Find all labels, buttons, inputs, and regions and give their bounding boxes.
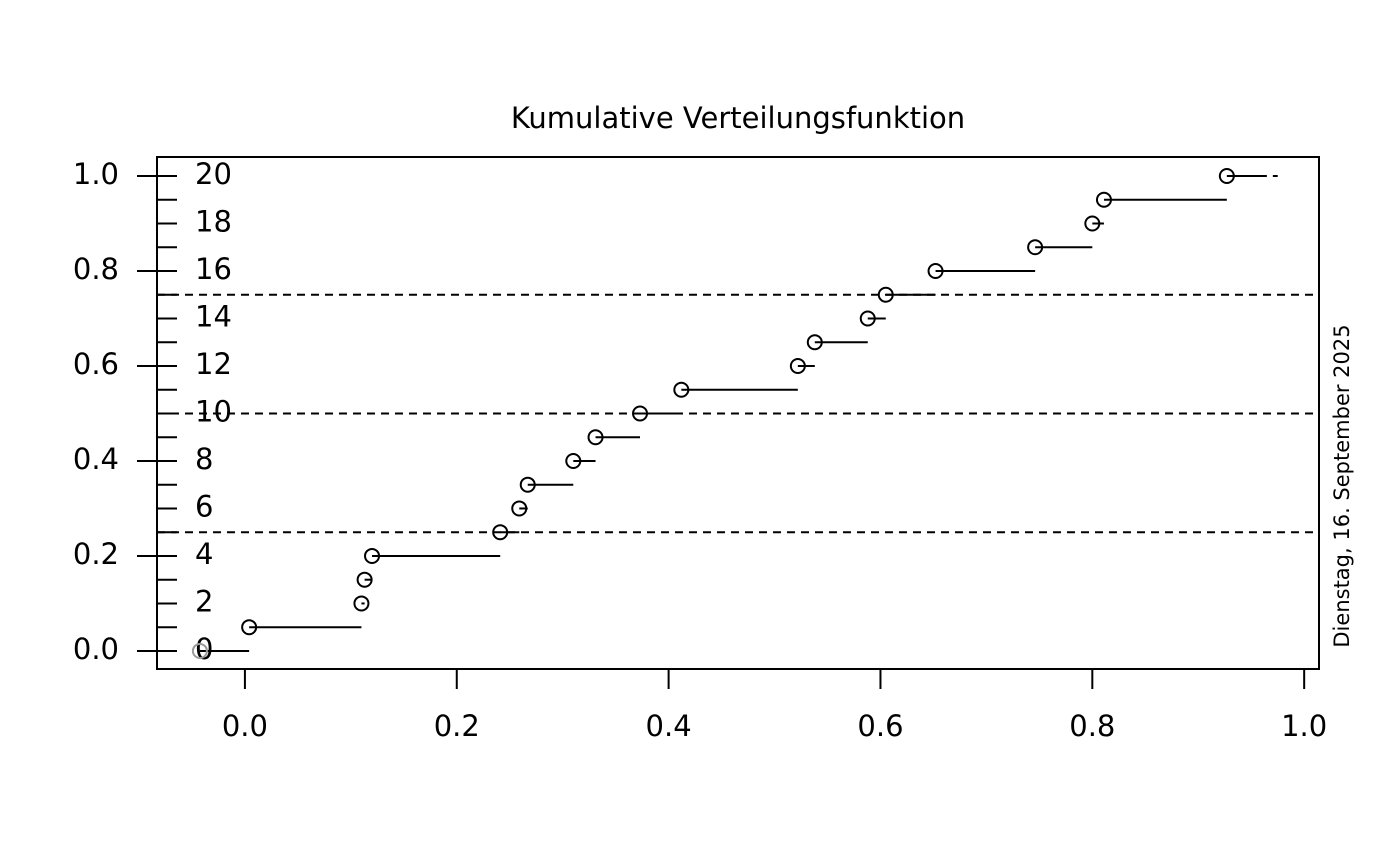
step-point xyxy=(191,642,208,659)
step-point xyxy=(353,595,370,612)
count-tick-label: 14 xyxy=(195,299,232,333)
step-point xyxy=(587,429,604,446)
x-tick-label: 0.0 xyxy=(222,709,268,743)
count-tick-label: 18 xyxy=(195,204,232,238)
count-tick-label: 2 xyxy=(195,584,213,618)
chart-title: Kumulative Verteilungsfunktion xyxy=(511,101,965,135)
y-tick-label: 0.0 xyxy=(73,632,119,666)
step-point xyxy=(673,381,690,398)
step-point xyxy=(1027,239,1044,256)
count-tick-label: 12 xyxy=(195,347,232,381)
step-point xyxy=(859,310,876,327)
y-tick-label: 0.6 xyxy=(73,347,119,381)
count-tick-label: 16 xyxy=(195,252,232,286)
step-point xyxy=(789,357,806,374)
count-tick-label: 20 xyxy=(195,157,232,191)
step-point xyxy=(927,262,944,279)
step-point xyxy=(492,524,509,541)
count-tick-label: 4 xyxy=(195,537,213,571)
y-tick-label: 0.2 xyxy=(73,537,119,571)
count-tick-label: 8 xyxy=(195,442,213,476)
x-tick-label: 1.0 xyxy=(1281,709,1327,743)
step-point xyxy=(364,547,381,564)
step-point xyxy=(356,571,373,588)
step-point xyxy=(806,334,823,351)
y-tick-label: 0.4 xyxy=(73,442,119,476)
step-point xyxy=(1095,191,1112,208)
x-tick-label: 0.8 xyxy=(1069,709,1115,743)
count-tick-label: 10 xyxy=(195,394,232,428)
count-tick-label: 0 xyxy=(195,632,213,666)
x-tick-label: 0.2 xyxy=(434,709,480,743)
y-tick-label: 1.0 xyxy=(73,157,119,191)
step-point xyxy=(632,405,649,422)
step-point xyxy=(565,452,582,469)
y-tick-label: 0.8 xyxy=(73,252,119,286)
side-note: Dienstag, 16. September 2025 xyxy=(1330,324,1354,647)
step-point xyxy=(1084,215,1101,232)
step-point xyxy=(877,286,894,303)
step-point xyxy=(1218,167,1235,184)
step-point xyxy=(519,476,536,493)
x-tick-label: 0.6 xyxy=(857,709,903,743)
step-point xyxy=(241,619,258,636)
step-point xyxy=(511,500,528,517)
count-tick-label: 6 xyxy=(195,489,213,523)
x-tick-label: 0.4 xyxy=(646,709,692,743)
